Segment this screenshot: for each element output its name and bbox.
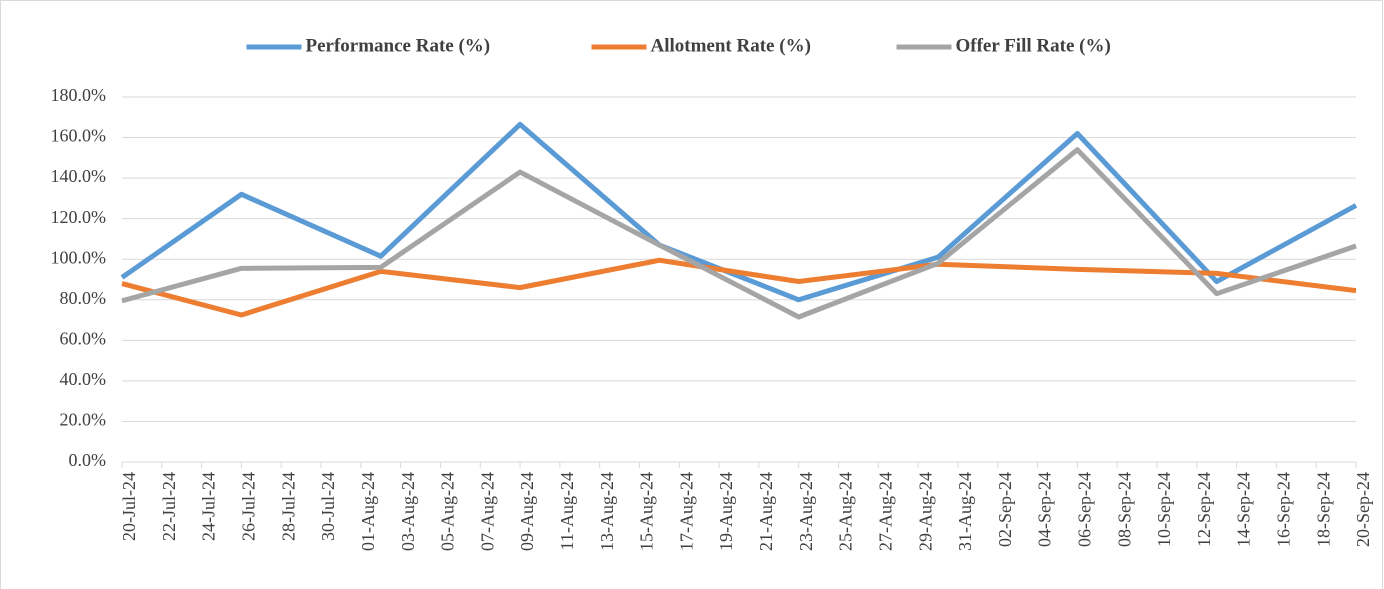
y-tick-label: 180.0% xyxy=(51,85,107,105)
x-tick-label: 28-Jul-24 xyxy=(278,472,298,541)
x-tick-label: 23-Aug-24 xyxy=(796,472,816,551)
y-tick-label: 100.0% xyxy=(51,247,107,267)
x-tick-label: 30-Jul-24 xyxy=(318,472,338,541)
x-tick-label: 12-Sep-24 xyxy=(1194,472,1214,547)
x-tick-label: 22-Jul-24 xyxy=(159,472,179,541)
x-tick-label: 20-Jul-24 xyxy=(119,472,139,541)
y-tick-label: 60.0% xyxy=(60,328,107,348)
y-tick-label: 120.0% xyxy=(51,207,107,227)
x-tick-label: 17-Aug-24 xyxy=(676,472,696,551)
legend-label: Allotment Rate (%) xyxy=(651,35,811,56)
x-tick-label: 14-Sep-24 xyxy=(1234,472,1254,547)
y-tick-label: 40.0% xyxy=(60,369,107,389)
x-tick-label: 06-Sep-24 xyxy=(1074,472,1094,547)
x-tick-label: 02-Sep-24 xyxy=(995,472,1015,547)
legend-label: Offer Fill Rate (%) xyxy=(956,35,1111,56)
x-tick-label: 09-Aug-24 xyxy=(517,472,537,551)
x-tick-label: 20-Sep-24 xyxy=(1353,472,1373,547)
x-tick-label: 31-Aug-24 xyxy=(955,472,975,551)
x-tick-label: 11-Aug-24 xyxy=(557,472,577,550)
x-tick-label: 04-Sep-24 xyxy=(1035,472,1055,547)
y-tick-label: 80.0% xyxy=(60,288,107,308)
x-tick-label: 13-Aug-24 xyxy=(597,472,617,551)
x-tick-label: 05-Aug-24 xyxy=(438,472,458,551)
x-tick-label: 24-Jul-24 xyxy=(199,472,219,541)
x-tick-label: 29-Aug-24 xyxy=(915,472,935,551)
x-tick-label: 19-Aug-24 xyxy=(716,472,736,551)
x-tick-label: 16-Sep-24 xyxy=(1274,472,1294,547)
x-tick-label: 08-Sep-24 xyxy=(1114,472,1134,547)
y-tick-label: 0.0% xyxy=(69,450,107,470)
x-tick-label: 25-Aug-24 xyxy=(836,472,856,551)
y-tick-label: 20.0% xyxy=(60,410,107,430)
series-line xyxy=(121,147,1357,320)
x-tick-label: 03-Aug-24 xyxy=(398,472,418,551)
x-tick-label: 07-Aug-24 xyxy=(477,472,497,551)
legend-label: Performance Rate (%) xyxy=(306,35,491,56)
x-tick-label: 26-Jul-24 xyxy=(239,472,259,541)
x-tick-label: 15-Aug-24 xyxy=(637,472,657,551)
series-line xyxy=(121,257,1357,318)
x-tick-label: 21-Aug-24 xyxy=(756,472,776,551)
y-tick-label: 140.0% xyxy=(51,166,107,186)
x-tick-label: 18-Sep-24 xyxy=(1313,472,1333,547)
x-tick-label: 01-Aug-24 xyxy=(358,472,378,551)
x-tick-label: 10-Sep-24 xyxy=(1154,472,1174,547)
x-tick-label: 27-Aug-24 xyxy=(875,472,895,551)
y-tick-label: 160.0% xyxy=(51,126,107,146)
